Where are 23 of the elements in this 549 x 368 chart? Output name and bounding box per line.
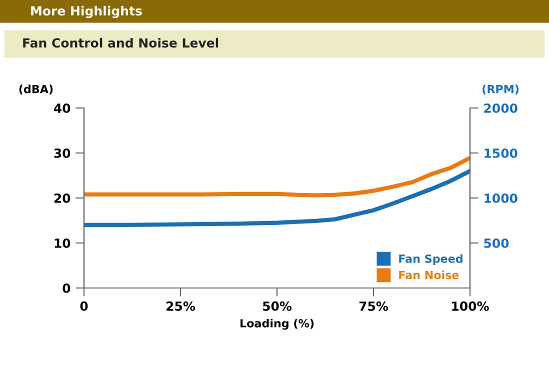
y2-tick-label: 1500 xyxy=(484,148,518,158)
x-tick-label: 100% xyxy=(452,301,489,311)
line-series xyxy=(84,168,470,228)
y-tick-label: 10 xyxy=(54,238,70,248)
y2-tick-label: 1000 xyxy=(484,193,518,203)
x-tick-label: 25% xyxy=(166,301,196,311)
y2-tick-label: 500 xyxy=(484,238,509,248)
x-axis-title: Loading (%) xyxy=(240,318,314,330)
y-tick-label: 30 xyxy=(54,148,70,158)
legend-label: Fan Noise xyxy=(399,270,459,280)
y-tick-label: 40 xyxy=(54,103,70,113)
x-tick-label: 0 xyxy=(80,301,88,311)
y-tick-label: 20 xyxy=(54,193,70,203)
y-axis-title: (dBA) xyxy=(19,84,53,95)
y2-tick-label: 2000 xyxy=(484,103,518,113)
chart-title: More Highlights xyxy=(31,6,142,18)
y-tick-label: 0 xyxy=(62,283,70,293)
x-tick-label: 75% xyxy=(359,301,388,311)
y2-axis-title: (RPM) xyxy=(482,84,519,95)
legend-label: Fan Speed xyxy=(399,254,462,266)
chart-subtitle: Fan Control and Noise Level xyxy=(23,38,218,48)
x-tick-label: 50% xyxy=(263,301,292,311)
line-series xyxy=(84,156,470,198)
